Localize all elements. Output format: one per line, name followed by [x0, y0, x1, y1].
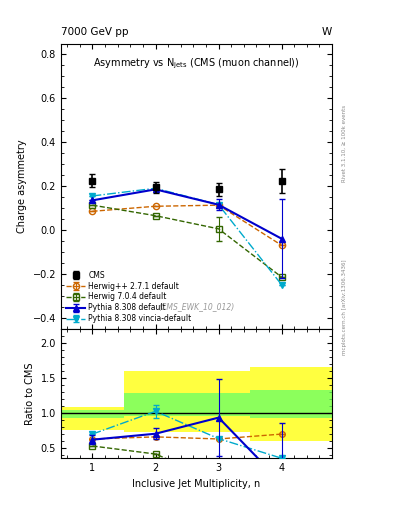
Legend: CMS, Herwig++ 2.7.1 default, Herwig 7.0.4 default, Pythia 8.308 default, Pythia : CMS, Herwig++ 2.7.1 default, Herwig 7.0.… — [65, 269, 193, 325]
Text: 7000 GeV pp: 7000 GeV pp — [61, 27, 129, 37]
Text: Asymmetry vs N$_{\mathregular{jets}}$ (CMS (muon channel)): Asymmetry vs N$_{\mathregular{jets}}$ (C… — [93, 56, 300, 71]
Text: Rivet 3.1.10, ≥ 100k events: Rivet 3.1.10, ≥ 100k events — [342, 105, 347, 182]
X-axis label: Inclusive Jet Multiplicity, n: Inclusive Jet Multiplicity, n — [132, 479, 261, 488]
Y-axis label: Ratio to CMS: Ratio to CMS — [25, 362, 35, 424]
Text: W: W — [322, 27, 332, 37]
Text: (CMS_EWK_10_012): (CMS_EWK_10_012) — [158, 303, 235, 311]
Text: mcplots.cern.ch [arXiv:1306.3436]: mcplots.cern.ch [arXiv:1306.3436] — [342, 260, 347, 355]
Y-axis label: Charge asymmetry: Charge asymmetry — [17, 139, 27, 233]
